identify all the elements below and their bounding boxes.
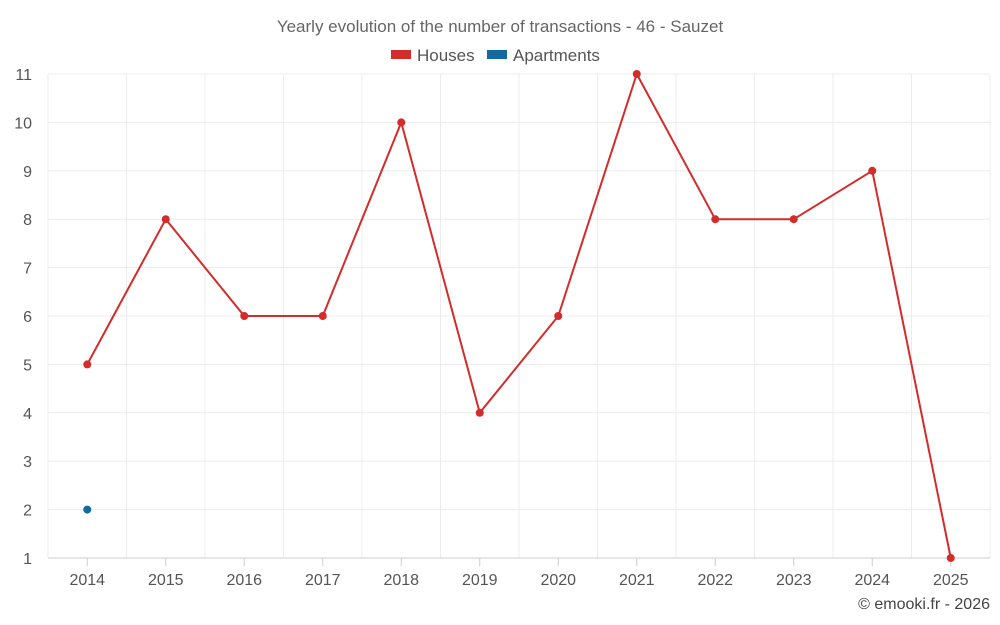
x-tick-label: 2025 xyxy=(933,572,969,589)
y-tick-label: 10 xyxy=(14,115,32,132)
data-point-houses[interactable] xyxy=(475,408,484,417)
x-tick-label: 2014 xyxy=(69,572,105,589)
y-tick-label: 2 xyxy=(23,503,32,520)
chart-title: Yearly evolution of the number of transa… xyxy=(277,17,724,36)
y-tick-label: 6 xyxy=(23,309,32,326)
legend-swatch-houses xyxy=(391,50,411,59)
y-tick-label: 11 xyxy=(15,67,32,84)
x-tick-label: 2017 xyxy=(305,572,341,589)
grid xyxy=(47,73,991,559)
legend-item-apartments[interactable]: Apartments xyxy=(487,46,600,65)
credit-text: © emooki.fr - 2026 xyxy=(858,596,990,613)
series xyxy=(83,70,955,562)
y-tick-label: 7 xyxy=(23,261,32,278)
x-tick-label: 2024 xyxy=(854,572,890,589)
data-point-houses[interactable] xyxy=(789,215,798,224)
legend-label-houses: Houses xyxy=(417,46,475,65)
x-tick-label: 2016 xyxy=(226,572,262,589)
legend-label-apartments: Apartments xyxy=(513,46,600,65)
data-point-apartments[interactable] xyxy=(83,505,92,514)
y-tick-label: 4 xyxy=(23,406,32,423)
data-point-houses[interactable] xyxy=(240,312,249,320)
x-tick-label: 2022 xyxy=(697,572,733,589)
y-tick-label: 1 xyxy=(23,551,32,568)
y-tick-label: 3 xyxy=(23,454,32,471)
data-point-houses[interactable] xyxy=(632,70,641,78)
x-tick-label: 2018 xyxy=(383,572,419,589)
x-tick-label: 2021 xyxy=(619,572,655,589)
x-tick-label: 2019 xyxy=(462,572,498,589)
x-tick-label: 2023 xyxy=(776,572,812,589)
y-tick-label: 8 xyxy=(23,212,32,229)
data-point-houses[interactable] xyxy=(554,312,563,320)
data-point-houses[interactable] xyxy=(83,360,92,369)
y-tick-label: 5 xyxy=(23,357,32,374)
x-tick-label: 2015 xyxy=(148,572,184,589)
data-point-houses[interactable] xyxy=(397,118,406,127)
data-point-houses[interactable] xyxy=(318,312,327,320)
data-point-houses[interactable] xyxy=(946,554,955,562)
legend-item-houses[interactable]: Houses xyxy=(391,46,475,65)
series-line-houses xyxy=(86,73,952,559)
axes: 1 2 3 4 5 6 7 8 9 10 11 2014 2015 2016 2017 2018 2019 202… xyxy=(14,67,990,589)
legend: Houses Apartments xyxy=(391,46,600,65)
legend-swatch-apartments xyxy=(487,50,507,59)
data-point-houses[interactable] xyxy=(868,166,877,175)
x-tick-label: 2020 xyxy=(540,572,576,589)
data-point-houses[interactable] xyxy=(161,215,170,224)
y-tick-label: 9 xyxy=(23,164,32,181)
data-point-houses[interactable] xyxy=(711,215,720,224)
